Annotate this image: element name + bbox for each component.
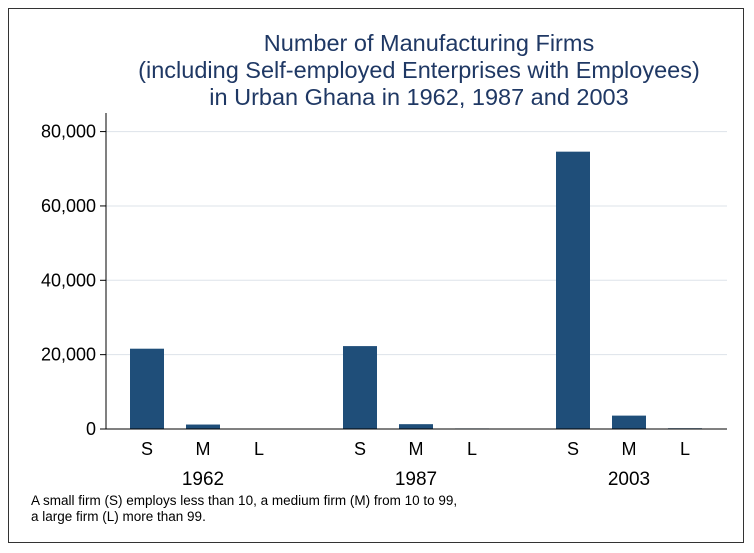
y-tick-label: 40,000 [41, 270, 96, 290]
title-line-3: in Urban Ghana in 1962, 1987 and 2003 [209, 84, 628, 110]
gridlines [106, 131, 727, 356]
title-line-2: (including Self-employed Enterprises wit… [138, 57, 700, 83]
category-label: S [354, 439, 366, 459]
group-label-1962: 1962 [182, 469, 224, 490]
bars [130, 151, 702, 430]
bar-chart: Number of Manufacturing Firms (including… [31, 30, 727, 524]
chart-frame: Number of Manufacturing Firms (including… [8, 8, 744, 543]
bar-1962-M [186, 424, 220, 429]
category-label: M [409, 439, 424, 459]
footnote-line-1: A small firm (S) employs less than 10, a… [31, 493, 457, 508]
y-tick-label: 60,000 [41, 196, 96, 216]
bar-2003-M [612, 415, 646, 429]
category-label: L [254, 439, 264, 459]
group-label-2003: 2003 [608, 469, 650, 490]
category-label: M [196, 439, 211, 459]
bar-1962-S [130, 348, 164, 429]
category-label: S [141, 439, 153, 459]
category-label: L [467, 439, 477, 459]
y-tick-label: 20,000 [41, 345, 96, 365]
title-line-1: Number of Manufacturing Firms [264, 30, 594, 56]
category-label: L [680, 439, 690, 459]
category-label: S [567, 439, 579, 459]
axes: 0 20,000 40,000 60,000 80,000 S M L 1962 S M L 1987 S… [41, 113, 727, 490]
footnote: A small firm (S) employs less than 10, a… [31, 493, 457, 524]
group-label-1987: 1987 [395, 469, 437, 490]
bar-1987-M [399, 424, 433, 429]
category-label: M [622, 439, 637, 459]
bar-2003-S [556, 151, 590, 430]
footnote-line-2: a large firm (L) more than 99. [31, 509, 206, 524]
chart-title: Number of Manufacturing Firms (including… [138, 30, 700, 110]
bar-1987-S [343, 346, 377, 429]
y-tick-label: 80,000 [41, 122, 96, 142]
y-tick-label: 0 [86, 419, 96, 439]
